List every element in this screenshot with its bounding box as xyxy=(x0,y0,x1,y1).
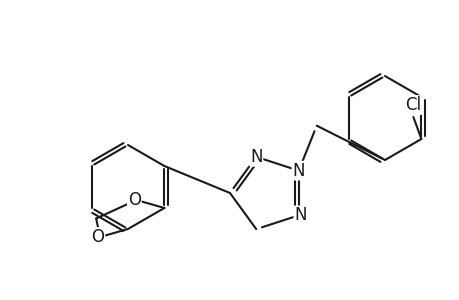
Text: N: N xyxy=(249,148,262,166)
Text: O: O xyxy=(91,228,104,246)
Text: Cl: Cl xyxy=(404,96,420,114)
Text: N: N xyxy=(292,162,304,180)
Text: N: N xyxy=(294,206,306,224)
Text: O: O xyxy=(128,191,140,209)
